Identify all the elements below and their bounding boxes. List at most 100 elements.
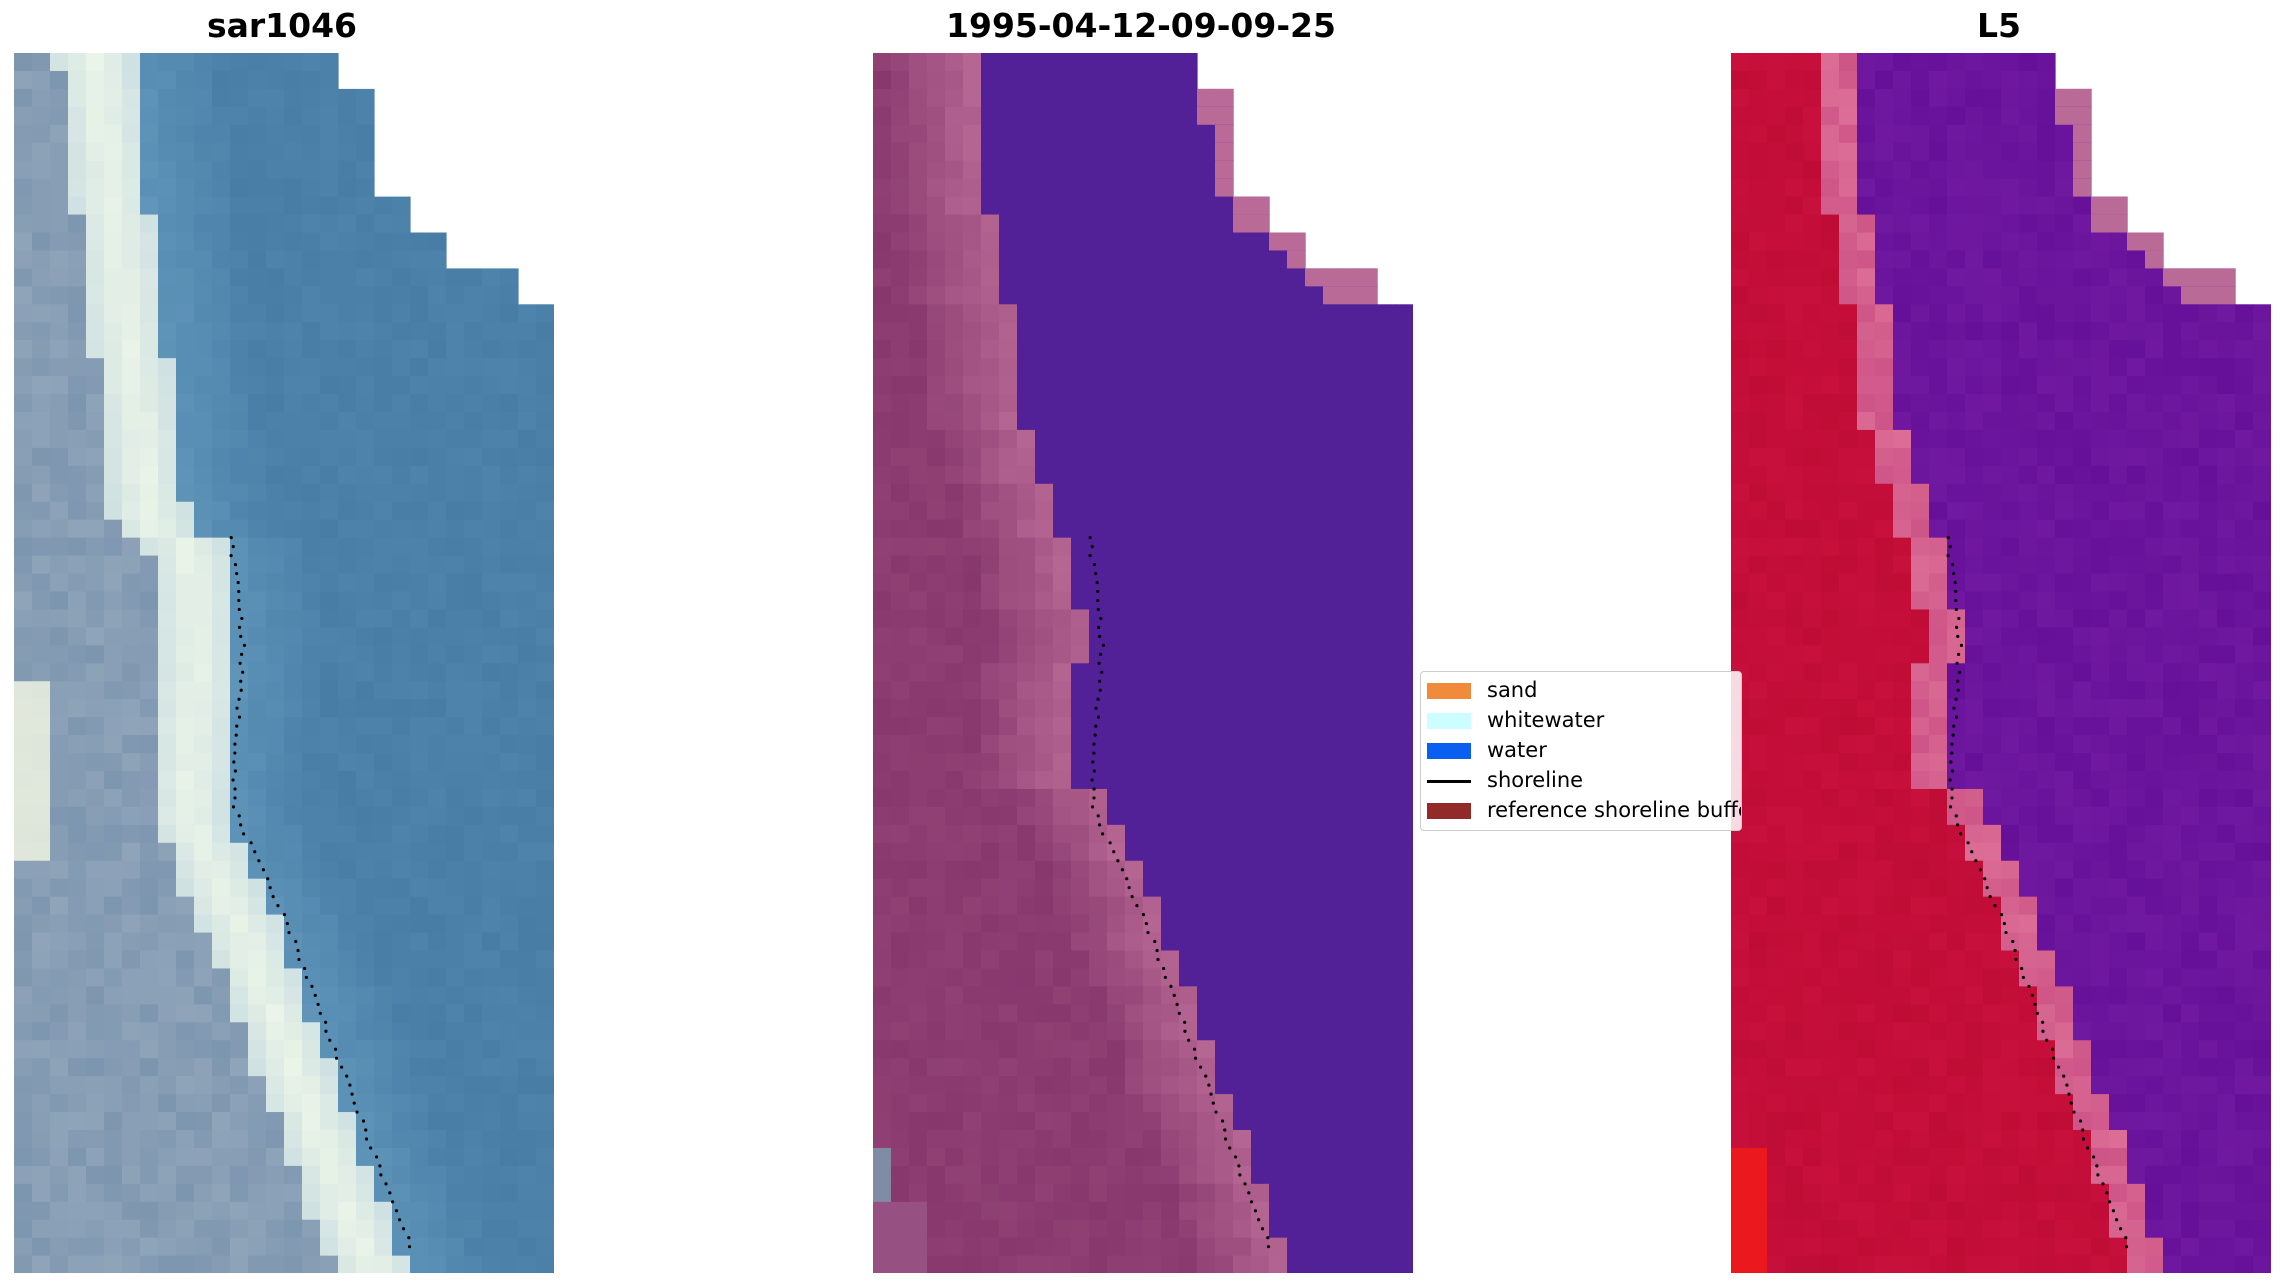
raster-pixel: [999, 268, 1018, 287]
raster-pixel: [122, 304, 141, 323]
raster-pixel: [909, 1201, 928, 1221]
raster-pixel: [1215, 1022, 1234, 1041]
raster-pixel: [1323, 806, 1342, 826]
raster-pixel: [68, 896, 87, 916]
raster-pixel: [230, 699, 249, 718]
raster-pixel: [158, 376, 177, 395]
raster-pixel: [1269, 771, 1288, 790]
raster-pixel: [140, 394, 159, 413]
raster-pixel: [891, 537, 910, 557]
raster-pixel: [2145, 555, 2164, 575]
raster-pixel: [1305, 609, 1324, 628]
raster-pixel: [1839, 591, 1858, 611]
raster-pixel: [482, 591, 501, 611]
sand-region-pixel: [2109, 196, 2128, 216]
raster-pixel: [1749, 142, 1768, 162]
raster-pixel: [284, 88, 303, 108]
raster-pixel: [1017, 986, 1036, 1005]
raster-pixel: [140, 340, 159, 359]
raster-pixel: [1359, 968, 1378, 987]
raster-pixel: [230, 932, 249, 952]
raster-pixel: [1323, 878, 1342, 898]
raster-pixel: [1305, 932, 1324, 952]
raster-pixel: [410, 304, 429, 323]
raster-pixel: [194, 340, 213, 359]
raster-pixel: [1233, 771, 1252, 790]
raster-pixel: [1821, 465, 1840, 485]
raster-pixel: [176, 394, 195, 413]
raster-pixel: [1197, 304, 1216, 323]
raster-pixel: [963, 681, 982, 700]
raster-pixel: [50, 555, 69, 575]
raster-pixel: [14, 412, 33, 431]
raster-pixel: [446, 501, 465, 521]
raster-pixel: [999, 358, 1018, 377]
raster-pixel: [2073, 645, 2092, 664]
raster-pixel: [1305, 322, 1324, 341]
raster-pixel: [1305, 878, 1324, 898]
raster-pixel: [500, 1219, 519, 1239]
raster-pixel: [302, 735, 321, 754]
raster-pixel: [1323, 1183, 1342, 1203]
raster-pixel: [140, 986, 159, 1005]
raster-pixel: [2199, 340, 2218, 359]
raster-pixel: [1767, 681, 1786, 700]
raster-pixel: [374, 735, 393, 754]
raster-pixel: [981, 1004, 1000, 1023]
raster-pixel: [981, 178, 1000, 198]
raster-pixel: [1197, 842, 1216, 862]
raster-pixel: [86, 950, 105, 970]
raster-pixel: [176, 1255, 195, 1273]
raster-pixel: [1179, 1219, 1198, 1239]
raster-pixel: [536, 842, 554, 862]
raster-pixel: [1377, 627, 1396, 646]
raster-pixel: [1269, 1058, 1288, 1077]
raster-pixel: [927, 286, 946, 305]
raster-pixel: [482, 717, 501, 736]
raster-pixel: [1143, 1112, 1162, 1131]
raster-pixel: [194, 771, 213, 790]
raster-pixel: [356, 250, 375, 269]
raster-pixel: [410, 735, 429, 754]
raster-pixel: [122, 860, 141, 880]
shoreline-point: [1090, 805, 1095, 809]
raster-pixel: [945, 322, 964, 341]
raster-pixel: [999, 376, 1018, 395]
raster-pixel: [1197, 250, 1216, 269]
raster-pixel: [464, 1237, 483, 1257]
raster-pixel: [446, 1237, 465, 1257]
raster-pixel: [963, 1201, 982, 1221]
raster-pixel: [1749, 609, 1768, 628]
raster-pixel: [194, 842, 213, 862]
raster-pixel: [1803, 591, 1822, 611]
raster-pixel: [1125, 717, 1144, 736]
raster-pixel: [963, 196, 982, 216]
raster-pixel: [140, 1058, 159, 1077]
raster-pixel: [2001, 250, 2020, 269]
raster-pixel: [999, 555, 1018, 575]
raster-pixel: [1269, 1076, 1288, 1095]
raster-pixel: [981, 1219, 1000, 1239]
raster-pixel: [266, 1183, 285, 1203]
raster-pixel: [68, 142, 87, 162]
raster-pixel: [999, 1237, 1018, 1257]
raster-pixel: [1053, 1255, 1072, 1273]
raster-pixel: [122, 1147, 141, 1167]
raster-pixel: [1053, 860, 1072, 880]
raster-pixel: [1017, 806, 1036, 826]
raster-pixel: [1071, 573, 1090, 593]
raster-pixel: [2109, 537, 2128, 557]
raster-pixel: [446, 555, 465, 575]
raster-pixel: [1053, 160, 1072, 180]
raster-pixel: [1359, 1183, 1378, 1203]
raster-pixel: [410, 663, 429, 682]
raster-pixel: [945, 214, 964, 234]
raster-pixel: [320, 519, 339, 539]
raster-pixel: [1053, 124, 1072, 144]
raster-pixel: [428, 376, 447, 395]
raster-pixel: [981, 483, 1000, 503]
raster-pixel: [1215, 286, 1234, 305]
raster-pixel: [1767, 645, 1786, 664]
raster-pixel: [1035, 1237, 1054, 1257]
raster-pixel: [500, 1058, 519, 1077]
